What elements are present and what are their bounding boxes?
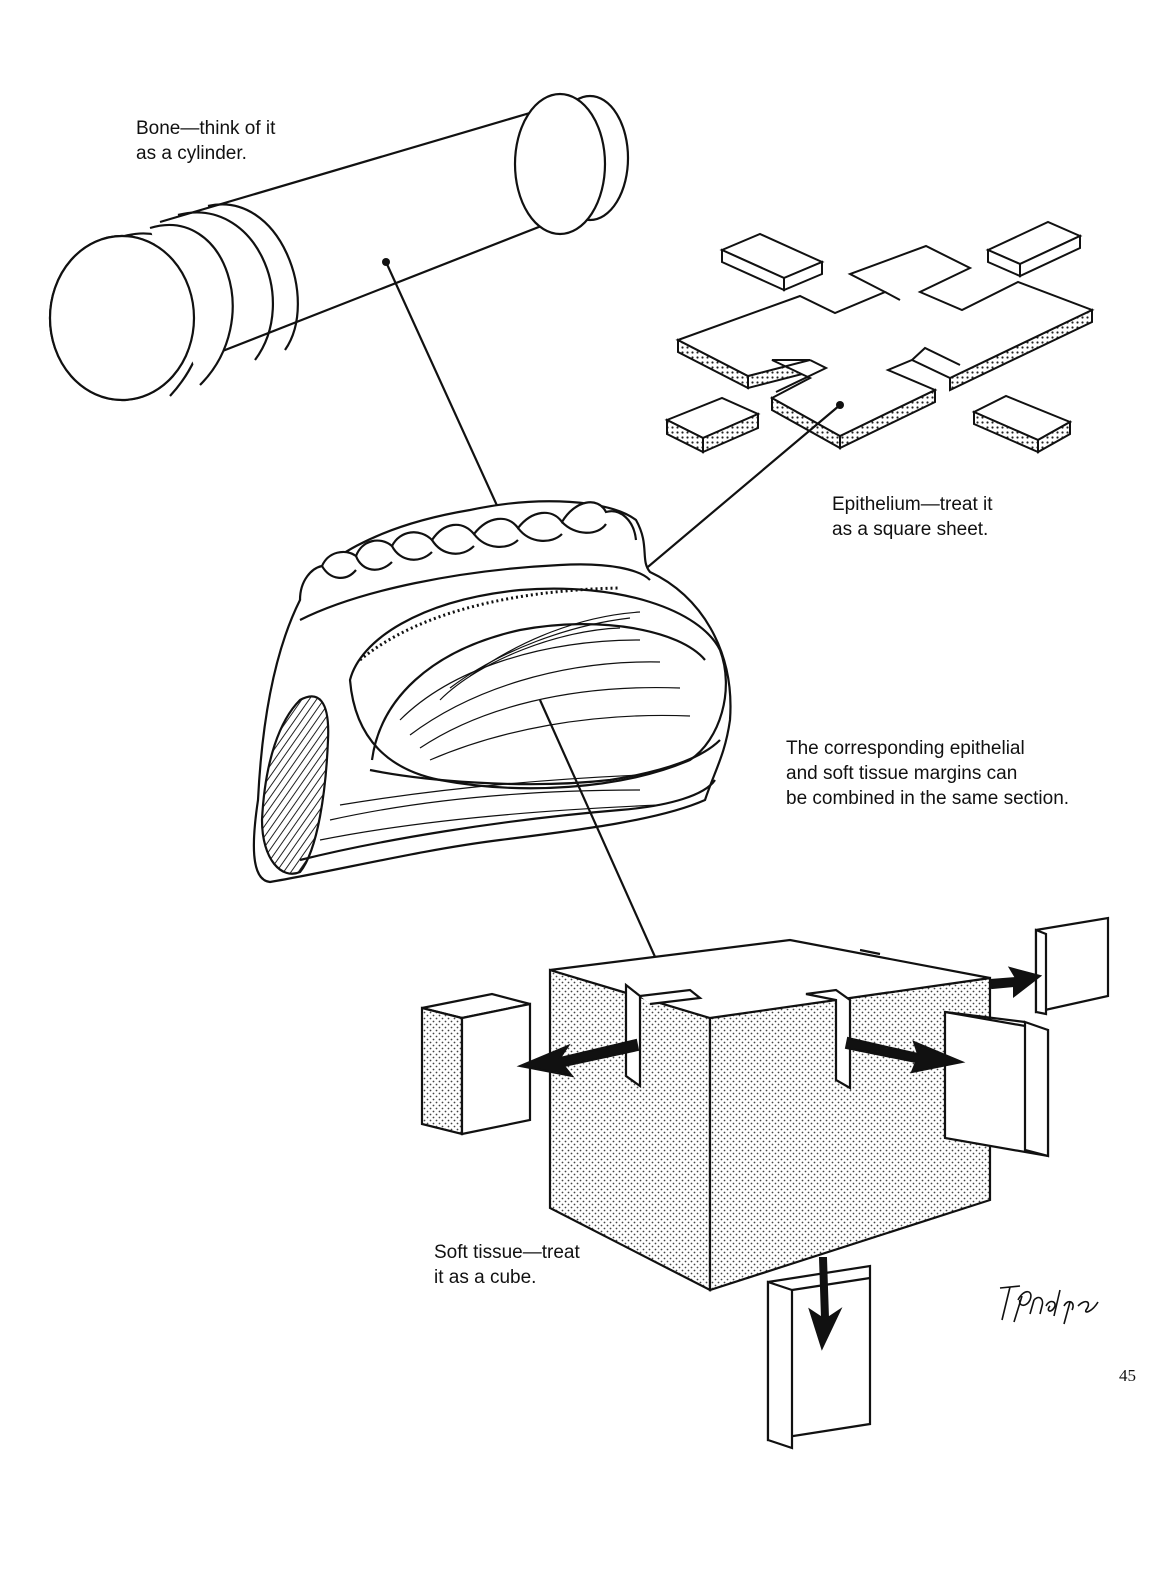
combined-margins-label: The corresponding epithelial and soft ti… (786, 736, 1069, 811)
arrows (516, 966, 1043, 1351)
bone-cylinder (48, 92, 630, 402)
epithelium-label: Epithelium—treat it as a square sheet. (832, 492, 993, 542)
epithelium-sheet (664, 220, 1095, 454)
epithelium-label-line-2: as a square sheet. (832, 519, 989, 540)
soft-tissue-cube (548, 938, 992, 1292)
combined-label-line-1: The corresponding epithelial (786, 738, 1025, 759)
bone-label: Bone—think of it as a cylinder. (136, 116, 275, 166)
page-number: 45 (1119, 1366, 1136, 1385)
jaw-specimen (252, 500, 732, 884)
bone-label-line-2: as a cylinder. (136, 143, 247, 164)
soft-tissue-label-line-1: Soft tissue—treat (434, 1242, 580, 1263)
combined-label-line-2: and soft tissue margins can (786, 763, 1018, 784)
epithelium-leader-line (629, 401, 844, 583)
soft-tissue-label-line-2: it as a cube. (434, 1267, 537, 1288)
soft-tissue-label: Soft tissue—treat it as a cube. (434, 1240, 580, 1290)
artist-signature (999, 1285, 1099, 1325)
combined-label-line-3: be combined in the same section. (786, 788, 1070, 809)
epithelium-label-line-1: Epithelium—treat it (832, 494, 993, 515)
soft-tissue-margin-slabs (420, 916, 1110, 1450)
bone-label-line-1: Bone—think of it (136, 118, 276, 139)
